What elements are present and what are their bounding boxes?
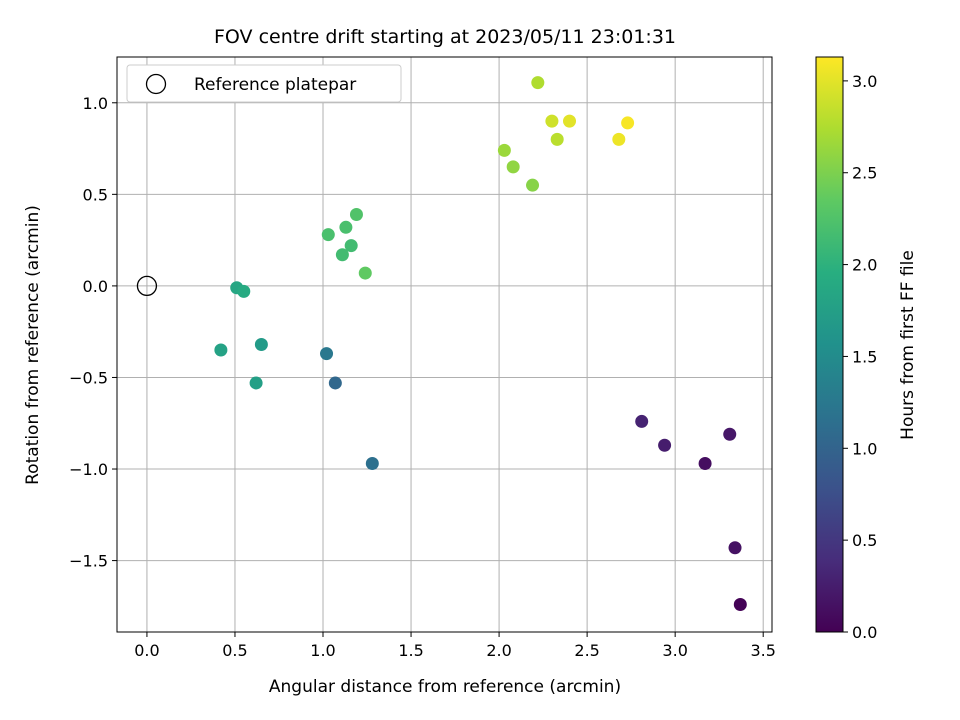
- data-points: [136, 76, 747, 612]
- colorbar-tick-label: 2.0: [852, 256, 877, 275]
- data-point: [612, 132, 626, 146]
- colorbar-ticks: 0.0 0.5 1.0 1.5 2.0 2.5 3.0: [843, 72, 877, 642]
- y-tick-label: 1.0: [83, 94, 108, 113]
- data-point: [531, 76, 545, 90]
- colorbar-tick-label: 1.5: [852, 347, 877, 366]
- y-tick-label: −0.5: [69, 368, 108, 387]
- chart-title: FOV centre drift starting at 2023/05/11 …: [214, 26, 676, 48]
- colorbar-gradient: [815, 56, 844, 633]
- colorbar: 0.0 0.5 1.0 1.5 2.0 2.5 3.0 Hours from first F…: [815, 56, 918, 642]
- colorbar-label: Hours from first FF file: [898, 250, 918, 440]
- y-tick-label: 0.5: [83, 185, 108, 204]
- legend-marker-circle-icon: [145, 73, 167, 95]
- data-point: [328, 376, 342, 390]
- x-tick-label: 2.0: [486, 641, 511, 660]
- data-point: [365, 457, 379, 471]
- data-point: [254, 338, 268, 351]
- legend-box: [126, 64, 402, 103]
- data-point: [214, 343, 228, 357]
- x-tick-label: 1.5: [398, 641, 423, 660]
- data-point: [698, 457, 712, 471]
- grid-lines: [117, 57, 772, 632]
- y-tick-label: −1.0: [69, 460, 108, 479]
- data-point: [249, 376, 263, 390]
- data-point: [320, 347, 334, 361]
- data-point: [563, 114, 577, 128]
- x-tick-label: 1.0: [310, 641, 335, 660]
- x-tick-label: 0.0: [134, 641, 159, 660]
- data-point: [621, 116, 635, 130]
- data-point: [237, 284, 251, 298]
- data-point: [728, 541, 742, 555]
- data-point: [321, 228, 335, 242]
- data-point: [497, 143, 511, 157]
- data-point: [506, 160, 520, 174]
- x-axis-ticks: 0.0 0.5 1.0 1.5 2.0 2.5 3.0 3.5: [134, 632, 776, 660]
- data-point: [658, 438, 672, 452]
- data-point: [550, 132, 564, 146]
- legend: Reference platepar: [126, 64, 402, 103]
- x-tick-label: 2.5: [574, 641, 599, 660]
- colorbar-tick-label: 2.5: [852, 164, 877, 183]
- data-point: [635, 414, 649, 428]
- data-point: [358, 266, 372, 280]
- y-tick-label: −1.5: [69, 552, 108, 571]
- data-point: [344, 239, 358, 253]
- data-point: [723, 427, 737, 441]
- data-point: [349, 207, 363, 221]
- colorbar-tick-label: 0.5: [852, 531, 877, 550]
- colorbar-tick-label: 3.0: [852, 72, 877, 91]
- data-point: [339, 220, 353, 234]
- y-axis-label: Rotation from reference (arcmin): [23, 205, 43, 485]
- y-axis-ticks: −1.5 −1.0 −0.5 0.0 0.5 1.0: [69, 94, 117, 571]
- colorbar-tick-label: 0.0: [852, 623, 877, 642]
- data-point: [733, 598, 747, 612]
- colorbar-tick-label: 1.0: [852, 439, 877, 458]
- legend-entry-label: Reference platepar: [194, 75, 356, 95]
- x-tick-label: 3.5: [750, 641, 775, 660]
- x-tick-label: 3.0: [662, 641, 687, 660]
- data-point: [545, 114, 559, 128]
- x-axis-label: Angular distance from reference (arcmin): [269, 677, 621, 697]
- plot-frame: [116, 56, 773, 633]
- data-point: [335, 248, 349, 262]
- reference-point-marker: [136, 275, 158, 297]
- y-tick-label: 0.0: [83, 277, 108, 296]
- x-tick-label: 0.5: [222, 641, 247, 660]
- data-point: [526, 178, 540, 192]
